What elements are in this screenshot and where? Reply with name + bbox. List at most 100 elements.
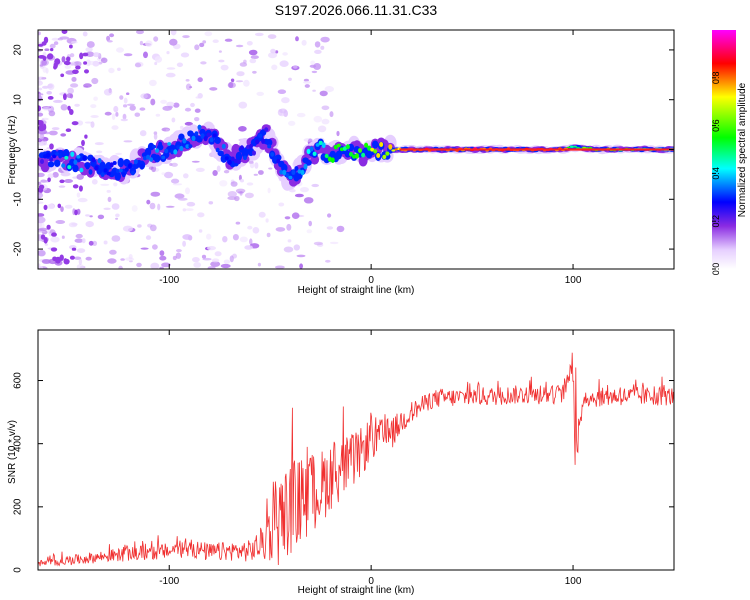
spectrogram-speckle-cell (193, 262, 202, 268)
spectrogram-speckle-cell (38, 87, 43, 91)
spectrogram-speckle-cell (265, 218, 269, 223)
spectrogram-speckle-cell (304, 84, 310, 88)
spectrogram-speckle-cell (248, 160, 254, 164)
spectrogram-ridge-cell (70, 151, 75, 157)
spectrogram-speckle-cell (283, 246, 294, 253)
spectrogram-speckle-cell (60, 133, 67, 137)
spectrogram-speckle-cell (155, 113, 161, 117)
bottom-x-tick-label: -100 (159, 576, 179, 587)
spectrogram-speckle-cell (74, 103, 80, 107)
spectrogram-speckle-cell (182, 35, 190, 39)
spectrogram-ridge-cell (230, 156, 235, 162)
spectrogram-speckle-cell (38, 221, 43, 228)
spectrogram-ridge-cell (243, 155, 247, 161)
spectrogram-speckle-cell (115, 112, 119, 117)
spectrogram-speckle-cell (154, 61, 158, 66)
spectrogram-speckle-cell (192, 257, 200, 263)
spectrogram-speckle-cell (38, 201, 44, 204)
bottom-x-axis-label: Height of straight line (km) (298, 585, 415, 596)
spectrogram-ridge-cell (388, 144, 393, 150)
spectrogram-ridge-cell (567, 146, 571, 149)
spectrogram-speckle-cell (230, 181, 238, 187)
spectrogram-speckle-cell (38, 227, 48, 231)
spectrogram-ridge-cell (49, 157, 54, 162)
spectrogram-ridge-cell (79, 167, 84, 173)
spectrogram-speckle-cell (267, 34, 277, 39)
spectrogram-ridge-cell (118, 168, 123, 173)
spectrogram-speckle-cell (184, 121, 193, 126)
spectrogram-speckle-cell (214, 251, 222, 257)
spectrogram-ridge-cell (227, 159, 232, 165)
top-x-tick-label: 0 (368, 275, 374, 286)
spectrogram-ridge-cell (124, 167, 129, 172)
spectrogram-speckle-cell (48, 110, 56, 117)
spectrogram-speckle-cell (240, 179, 244, 183)
spectrogram-ridge-cell (330, 157, 335, 163)
spectrogram-speckle-cell (71, 76, 77, 82)
spectrogram-speckle-cell (60, 206, 64, 213)
spectrogram-ridge-cell (339, 147, 344, 152)
spectrogram-ridge-cell (276, 158, 281, 164)
spectrogram-speckle-cell (136, 262, 142, 268)
spectrogram-ridge-cell (345, 144, 350, 150)
spectrogram-speckle-cell (321, 105, 330, 111)
spectrogram-speckle-cell (208, 201, 214, 205)
spectrogram-speckle-cell (252, 227, 260, 234)
spectrogram-speckle-cell (139, 130, 147, 137)
spectrogram-speckle-cell (107, 196, 112, 203)
colorbar-tick-label: 0.0 (711, 263, 721, 276)
spectrogram-speckle-cell (116, 47, 124, 53)
spectrogram-ridge-cell (147, 142, 155, 151)
spectrogram-speckle-cell (157, 203, 161, 211)
spectrogram-speckle-cell (106, 35, 111, 42)
spectrogram-speckle-cell (107, 258, 117, 264)
spectrogram-speckle-cell (123, 97, 128, 104)
spectrogram-speckle-cell (140, 93, 148, 99)
snr-background (38, 330, 674, 570)
spectrogram-speckle-cell (86, 41, 95, 48)
spectrogram-ridge-cell (291, 169, 296, 175)
spectrogram-ridge-cell (270, 152, 275, 157)
spectrogram-ridge-cell (40, 159, 44, 164)
spectrogram-speckle-cell (58, 185, 66, 188)
spectrogram-speckle-cell (229, 255, 234, 263)
spectrogram-speckle-cell (216, 165, 221, 172)
spectrogram-speckle-cell (52, 256, 57, 262)
spectrogram-speckle-cell (153, 133, 158, 140)
spectrogram-speckle-cell (137, 224, 142, 228)
spectrogram-speckle-cell (83, 83, 92, 88)
spectrogram-speckle-cell (293, 65, 298, 69)
spectrogram-speckle-cell (134, 62, 142, 68)
spectrogram-speckle-cell (268, 52, 277, 59)
spectrogram-speckle-cell (329, 111, 334, 118)
spectrogram-speckle-cell (126, 92, 130, 95)
spectrogram-speckle-cell (76, 173, 84, 180)
spectrogram-speckle-cell (171, 117, 176, 123)
spectrogram-speckle-cell (239, 236, 248, 243)
spectrogram-speckle-cell (284, 216, 291, 220)
spectrogram-speckle-cell (227, 82, 236, 89)
spectrogram-ridge-cell (61, 163, 66, 168)
spectrogram-ridge-cell (52, 154, 57, 159)
spectrogram-speckle-cell (184, 107, 192, 112)
spectrogram-speckle-cell (59, 36, 70, 40)
spectrogram-speckle-cell (275, 227, 286, 232)
spectrogram-speckle-cell (119, 95, 124, 100)
spectrogram-ridge-cell (72, 164, 79, 173)
spectrogram-speckle-cell (320, 36, 330, 43)
spectrogram-ridge-cell (158, 141, 163, 148)
spectrogram-speckle-cell (107, 40, 113, 43)
spectrogram-speckle-cell (38, 120, 42, 124)
bottom-y-tick-label: 0 (13, 567, 24, 573)
spectrogram-speckle-cell (84, 69, 89, 74)
spectrogram-ridge-cell (94, 165, 99, 171)
spectrogram-speckle-cell (179, 125, 184, 130)
spectrogram-speckle-cell (143, 51, 148, 59)
spectrogram-ridge-cell (115, 168, 120, 174)
spectrogram-ridge-cell (212, 133, 217, 138)
spectrogram-speckle-cell (49, 143, 54, 150)
spectrogram-speckle-cell (235, 188, 246, 194)
spectrogram-speckle-cell (294, 193, 304, 198)
spectrogram-ridge-cell (43, 154, 48, 159)
